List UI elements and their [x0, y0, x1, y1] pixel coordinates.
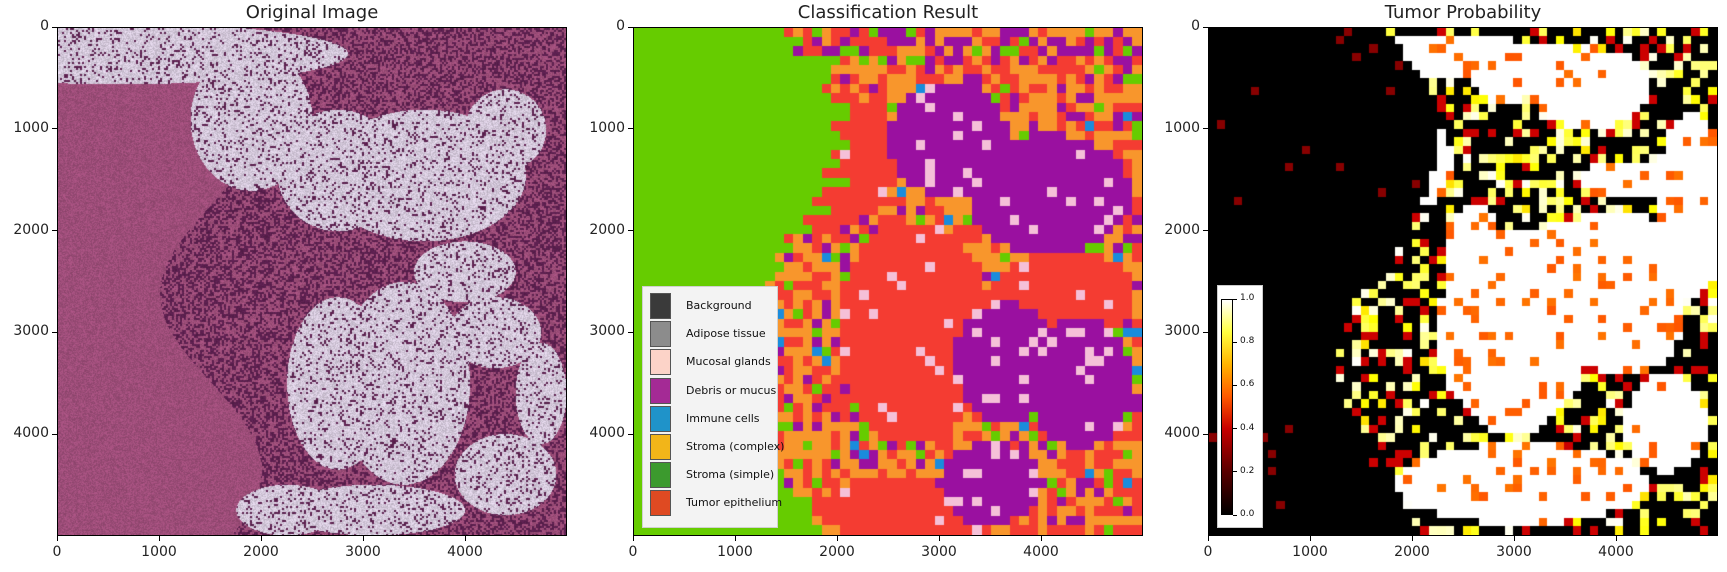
colorbar-tick-mark — [1233, 384, 1237, 386]
y-tick-mark — [52, 26, 57, 28]
legend-swatch — [650, 349, 671, 376]
plot-area — [1208, 27, 1718, 536]
colorbar-tick-label: 0.2 — [1240, 465, 1255, 476]
x-tick-mark — [158, 536, 160, 541]
x-tick-mark — [260, 536, 262, 541]
x-tick-mark — [56, 536, 58, 541]
y-tick-mark — [628, 230, 633, 232]
y-tick-mark — [628, 331, 633, 333]
chart-title: Original Image — [245, 2, 379, 23]
y-tick-mark — [52, 433, 57, 435]
chart-title: Tumor Probability — [1384, 2, 1542, 23]
legend-label: Debris or mucus — [686, 383, 777, 397]
x-tick-mark — [1040, 536, 1042, 541]
legend-swatch — [650, 293, 671, 319]
legend-swatch — [650, 377, 671, 404]
x-tick-label: 3000 — [345, 544, 381, 560]
legend-swatch — [650, 462, 671, 489]
legend-label: Background — [686, 299, 752, 312]
x-tick-label: 3000 — [1496, 544, 1532, 560]
y-tick-label: 3000 — [1164, 323, 1200, 340]
legend: Background Adipose tissue Mucosal glands De… — [642, 286, 784, 528]
y-tick-label: 2000 — [589, 221, 625, 238]
heatmap-image — [58, 28, 566, 535]
x-tick-label: 1000 — [717, 544, 753, 560]
legend-label: Stroma (complex) — [686, 440, 785, 453]
x-tick-label: 2000 — [819, 544, 855, 560]
x-tick-label: 0 — [52, 544, 62, 560]
legend-label: Immune cells — [686, 411, 760, 425]
x-tick-label: 0 — [1203, 544, 1213, 560]
y-tick-mark — [628, 433, 633, 435]
legend-label: Tumor epithelium — [686, 496, 783, 510]
chart-title: Classification Result — [797, 2, 979, 23]
x-tick-mark — [938, 536, 940, 541]
y-tick-label: 4000 — [13, 425, 49, 442]
y-tick-mark — [1203, 331, 1208, 333]
colorbar-tick-label: 0.8 — [1240, 336, 1255, 347]
x-tick-mark — [632, 536, 634, 541]
x-tick-mark — [734, 536, 736, 541]
x-tick-mark — [1207, 536, 1209, 541]
x-tick-label: 2000 — [243, 544, 279, 560]
x-tick-label: 4000 — [1023, 544, 1059, 560]
y-tick-label: 0 — [40, 18, 49, 34]
y-tick-mark — [52, 230, 57, 232]
x-tick-mark — [1615, 536, 1617, 541]
x-tick-label: 4000 — [447, 544, 483, 560]
y-tick-label: 2000 — [1164, 221, 1200, 238]
x-tick-mark — [1411, 536, 1413, 541]
y-tick-label: 3000 — [589, 323, 625, 340]
legend-swatch — [650, 490, 671, 517]
x-tick-label: 0 — [628, 544, 638, 560]
x-tick-label: 2000 — [1394, 544, 1430, 560]
y-tick-label: 1000 — [13, 119, 49, 136]
colorbar-tick-mark — [1233, 428, 1237, 430]
legend-swatch — [650, 321, 671, 348]
colorbar-tick-mark — [1233, 471, 1237, 473]
legend-swatch — [650, 434, 671, 460]
y-tick-label: 2000 — [13, 221, 49, 238]
y-tick-mark — [628, 128, 633, 130]
colorbar-tick-mark — [1233, 298, 1237, 300]
colorbar-tick-label: 0.0 — [1240, 509, 1255, 519]
legend-label: Adipose tissue — [686, 327, 766, 341]
legend-label: Mucosal glands — [686, 355, 771, 369]
colorbar-tick-label: 0.4 — [1240, 422, 1255, 433]
plot-area — [57, 27, 567, 536]
y-tick-mark — [1203, 26, 1208, 28]
y-tick-mark — [52, 128, 57, 130]
colorbar — [1221, 299, 1233, 515]
y-tick-label: 4000 — [1164, 425, 1200, 442]
y-tick-label: 4000 — [589, 425, 625, 442]
heatmap-image — [1209, 28, 1717, 535]
y-tick-label: 1000 — [589, 119, 625, 136]
colorbar-tick-mark — [1233, 514, 1237, 516]
x-tick-mark — [1513, 536, 1515, 541]
y-tick-mark — [1203, 230, 1208, 232]
x-tick-label: 3000 — [921, 544, 957, 560]
colorbar-tick-mark — [1233, 341, 1237, 343]
x-tick-label: 4000 — [1598, 544, 1634, 560]
y-tick-mark — [1203, 433, 1208, 435]
y-tick-mark — [628, 26, 633, 28]
colorbar-tick-label: 1.0 — [1240, 293, 1255, 303]
y-tick-label: 1000 — [1164, 119, 1200, 136]
x-tick-mark — [836, 536, 838, 541]
y-tick-mark — [1203, 128, 1208, 130]
x-tick-label: 1000 — [1292, 544, 1328, 560]
y-tick-label: 3000 — [13, 323, 49, 340]
legend-label: Stroma (simple) — [686, 468, 775, 482]
y-tick-label: 0 — [616, 18, 625, 34]
legend-swatch — [650, 405, 671, 432]
y-tick-label: 0 — [1191, 18, 1200, 34]
x-tick-mark — [362, 536, 364, 541]
y-tick-mark — [52, 331, 57, 333]
x-tick-mark — [464, 536, 466, 541]
x-tick-label: 1000 — [141, 544, 177, 560]
colorbar-tick-label: 0.6 — [1240, 379, 1255, 390]
x-tick-mark — [1309, 536, 1311, 541]
